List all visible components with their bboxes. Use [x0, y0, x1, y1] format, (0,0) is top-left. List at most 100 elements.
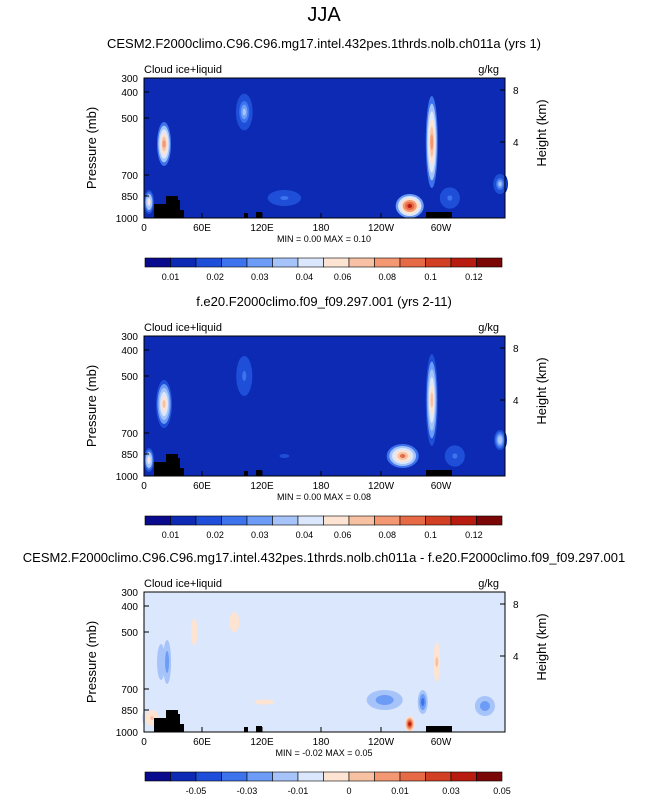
field-feature: [204, 686, 325, 718]
field-feature: [284, 360, 305, 384]
field-feature: [254, 444, 315, 468]
terrain-mask: [172, 458, 180, 476]
colorbar: 0.01 0.02 0.03 0.04 0.06 0.08 0.1 0.12: [144, 257, 503, 282]
contour-band: [408, 722, 412, 726]
contour-band: [147, 200, 151, 204]
panel-title: CESM2.F2000climo.C96.C96.mg17.intel.432p…: [22, 550, 626, 565]
colorbar-label: 0.01: [162, 530, 180, 540]
colorbar-swatch: [297, 771, 324, 782]
pressure-tick-label: 1000: [116, 728, 139, 739]
colorbar-label: 0.06: [334, 530, 352, 540]
colorbar-swatch: [323, 515, 350, 526]
field-feature: [157, 644, 166, 680]
min-max-stats: MIN = 0.00 MAX = 0.08: [277, 492, 371, 502]
colorbar-label: 0.01: [162, 272, 180, 282]
plot-area: 300 400 500 700 850 1000 8 4 0 60E 120E 180 120W 60W: [116, 74, 519, 234]
contour-band: [435, 657, 439, 667]
y2-axis-label: Height (km): [534, 357, 549, 424]
contour-band: [381, 698, 388, 702]
plot-background: [144, 592, 505, 732]
colorbar-swatch: [221, 771, 248, 782]
colorbar-swatch: [323, 771, 350, 782]
colorbar-swatch: [348, 257, 375, 268]
field-feature: [492, 428, 508, 452]
colorbar: -0.05 -0.03 -0.01 0 0.01 0.03 0.05: [144, 771, 511, 796]
colorbar-swatch: [297, 257, 324, 268]
terrain-mask: [244, 213, 248, 218]
colorbar-label: 0.04: [296, 272, 314, 282]
units-label: g/kg: [478, 64, 499, 76]
terrain-mask: [172, 714, 180, 732]
colorbar-label: 0.08: [378, 530, 396, 540]
field-feature: [234, 90, 255, 134]
pressure-tick-label: 700: [121, 429, 138, 440]
pressure-tick-label: 1000: [116, 472, 139, 483]
colorbar-swatch: [476, 257, 503, 268]
colorbar-label: 0.1: [424, 272, 437, 282]
colorbar-swatch: [450, 257, 477, 268]
colorbar-swatch: [450, 771, 477, 782]
height-tick-label: 8: [513, 86, 519, 97]
contour-band: [452, 453, 458, 459]
lon-tick-label: 0: [141, 481, 147, 492]
field-feature: [491, 172, 509, 196]
colorbar-label: 0.04: [296, 530, 314, 540]
colorbar-swatch: [221, 257, 248, 268]
contour-chart: 300 400 500 700 850 1000 8 4 0 60E 120E 180 120W 60W C…: [84, 64, 549, 282]
colorbar-swatch: [144, 257, 171, 268]
colorbar-swatch: [374, 771, 401, 782]
contour-band: [147, 458, 151, 462]
field-feature: [163, 640, 172, 684]
colorbar-swatch: [272, 257, 299, 268]
pressure-tick-label: 700: [121, 171, 138, 182]
contour-chart: 300 400 500 700 850 1000 8 4 0 60E 120E 180 120W 60W C…: [84, 578, 549, 796]
lon-tick-label: 120E: [250, 737, 274, 748]
lon-tick-label: 60W: [431, 223, 452, 234]
contour-band: [165, 658, 169, 666]
pressure-tick-label: 400: [121, 346, 138, 357]
terrain-mask: [244, 727, 248, 732]
colorbar-swatch: [221, 515, 248, 526]
contour-band: [231, 617, 237, 627]
terrain-mask: [244, 471, 248, 476]
lon-tick-label: 60W: [431, 481, 452, 492]
pressure-tick-label: 850: [121, 192, 138, 203]
plot-frame: [143, 77, 506, 219]
colorbar-label: -0.03: [237, 786, 258, 796]
field-feature: [156, 380, 173, 428]
pressure-tick-label: 400: [121, 88, 138, 99]
field-feature: [404, 716, 415, 732]
colorbar-swatch: [425, 257, 452, 268]
contour-band: [421, 700, 425, 704]
field-label: Cloud ice+liquid: [144, 64, 222, 76]
contour-band: [242, 371, 247, 381]
colorbar-swatch: [348, 515, 375, 526]
height-tick-label: 4: [513, 652, 519, 663]
colorbar-label: -0.05: [186, 786, 207, 796]
colorbar-swatch: [246, 515, 273, 526]
colorbar-swatch: [195, 257, 222, 268]
terrain-mask: [178, 210, 184, 218]
pressure-tick-label: 500: [121, 628, 138, 639]
contour-band: [498, 182, 502, 186]
field-feature: [144, 190, 155, 214]
contour-band: [242, 108, 246, 116]
field-feature: [474, 696, 495, 716]
pressure-tick-label: 300: [121, 588, 138, 599]
colorbar-label: 0.02: [206, 530, 224, 540]
colorbar-label: 0.03: [251, 272, 269, 282]
pressure-tick-label: 850: [121, 450, 138, 461]
field-feature: [425, 96, 438, 188]
contour-band: [162, 140, 166, 148]
colorbar-label: 0.12: [465, 272, 483, 282]
lon-tick-label: 60W: [431, 737, 452, 748]
contour-band: [447, 195, 453, 201]
colorbar-label: -0.01: [288, 786, 309, 796]
lon-tick-label: 120W: [368, 737, 395, 748]
lon-tick-label: 60E: [193, 737, 211, 748]
pressure-tick-label: 300: [121, 332, 138, 343]
colorbar-swatch: [246, 771, 273, 782]
contour-band: [430, 134, 434, 150]
field-feature: [184, 592, 205, 672]
field-feature: [157, 122, 172, 166]
